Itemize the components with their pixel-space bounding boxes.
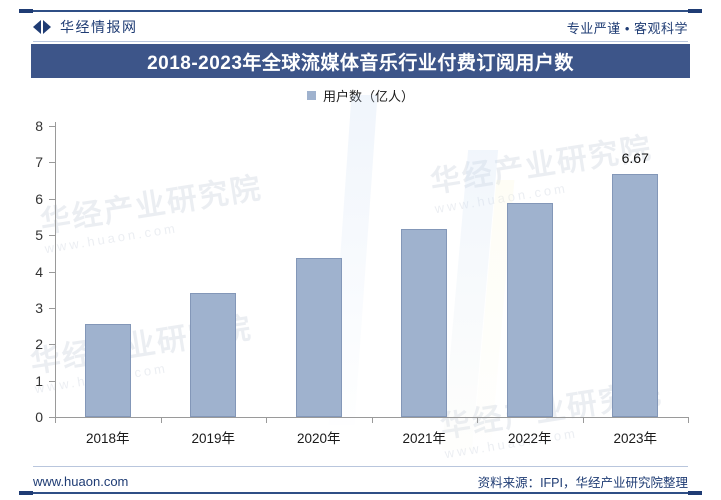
x-axis-tick [371, 417, 373, 423]
bar[interactable] [84, 324, 131, 417]
y-axis-tick: 4 [35, 264, 55, 280]
y-axis-tick: 0 [35, 409, 55, 425]
bar[interactable] [190, 293, 237, 417]
y-axis-tick: 1 [35, 373, 55, 389]
y-axis-tick: 8 [35, 118, 55, 134]
y-axis-tick: 6 [35, 191, 55, 207]
y-axis-tick-label: 4 [35, 263, 43, 280]
double-triangle-icon [33, 20, 51, 34]
x-axis-tick [55, 417, 56, 423]
footer-divider [33, 466, 688, 467]
y-axis-tick: 3 [35, 300, 55, 316]
glare-overlay [441, 150, 499, 450]
page-footer: www.huaon.com 资料来源：IFPI，华经产业研究院整理 [0, 468, 721, 494]
bar-value-label: 6.67 [621, 150, 649, 167]
x-axis-tick-label: 2020年 [296, 431, 341, 446]
legend-label: 用户数（亿人） [322, 89, 414, 104]
y-axis-tick: 7 [35, 154, 55, 170]
footer-site-url[interactable]: www.huaon.com [33, 473, 129, 489]
y-axis-line [55, 122, 56, 418]
x-axis-tick [160, 417, 162, 423]
page-header: 华经情报网 专业严谨 • 客观科学 [0, 12, 721, 42]
header-underline [33, 41, 688, 42]
y-axis-tick-label: 2 [35, 336, 43, 353]
y-axis-tick-label: 3 [35, 299, 43, 316]
y-axis-tick-label: 0 [35, 409, 43, 425]
bar[interactable] [401, 228, 448, 417]
header-slogan: 专业严谨 • 客观科学 [566, 20, 688, 36]
chart-legend: 用户数（亿人） [0, 86, 721, 105]
x-axis-tick-label: 2023年 [613, 431, 658, 446]
bottom-divider [19, 491, 702, 495]
page-title: 2018-2023年全球流媒体音乐行业付费订阅用户数 [147, 52, 574, 74]
top-divider [19, 9, 702, 13]
footer-source: 资料来源：IFPI，华经产业研究院整理 [477, 475, 688, 490]
y-axis-tick-label: 5 [35, 227, 43, 244]
x-axis-tick [582, 417, 584, 423]
x-axis-tick-label: 2022年 [507, 431, 552, 446]
x-axis-tick [688, 417, 689, 423]
y-axis-tick-label: 7 [35, 154, 43, 171]
y-axis-tick: 2 [35, 336, 55, 352]
x-axis-tick [266, 417, 267, 423]
chart-title-bar: 2018-2023年全球流媒体音乐行业付费订阅用户数 [31, 44, 690, 78]
x-axis-tick-label: 2021年 [402, 431, 447, 446]
y-axis-tick-label: 1 [35, 372, 43, 389]
legend-swatch-icon [306, 91, 316, 100]
bar[interactable] [612, 174, 659, 417]
bar[interactable] [506, 202, 553, 417]
brand-name: 华经情报网 [60, 19, 138, 35]
y-axis-tick: 5 [35, 227, 55, 243]
x-axis-tick-label: 2019年 [191, 431, 236, 446]
bar[interactable] [295, 258, 342, 417]
x-axis-tick [477, 417, 478, 423]
y-axis-tick-label: 8 [35, 118, 43, 134]
y-axis-tick-label: 6 [35, 190, 43, 207]
x-axis-tick-label: 2018年 [85, 431, 130, 446]
brand: 华经情报网 [33, 17, 138, 37]
